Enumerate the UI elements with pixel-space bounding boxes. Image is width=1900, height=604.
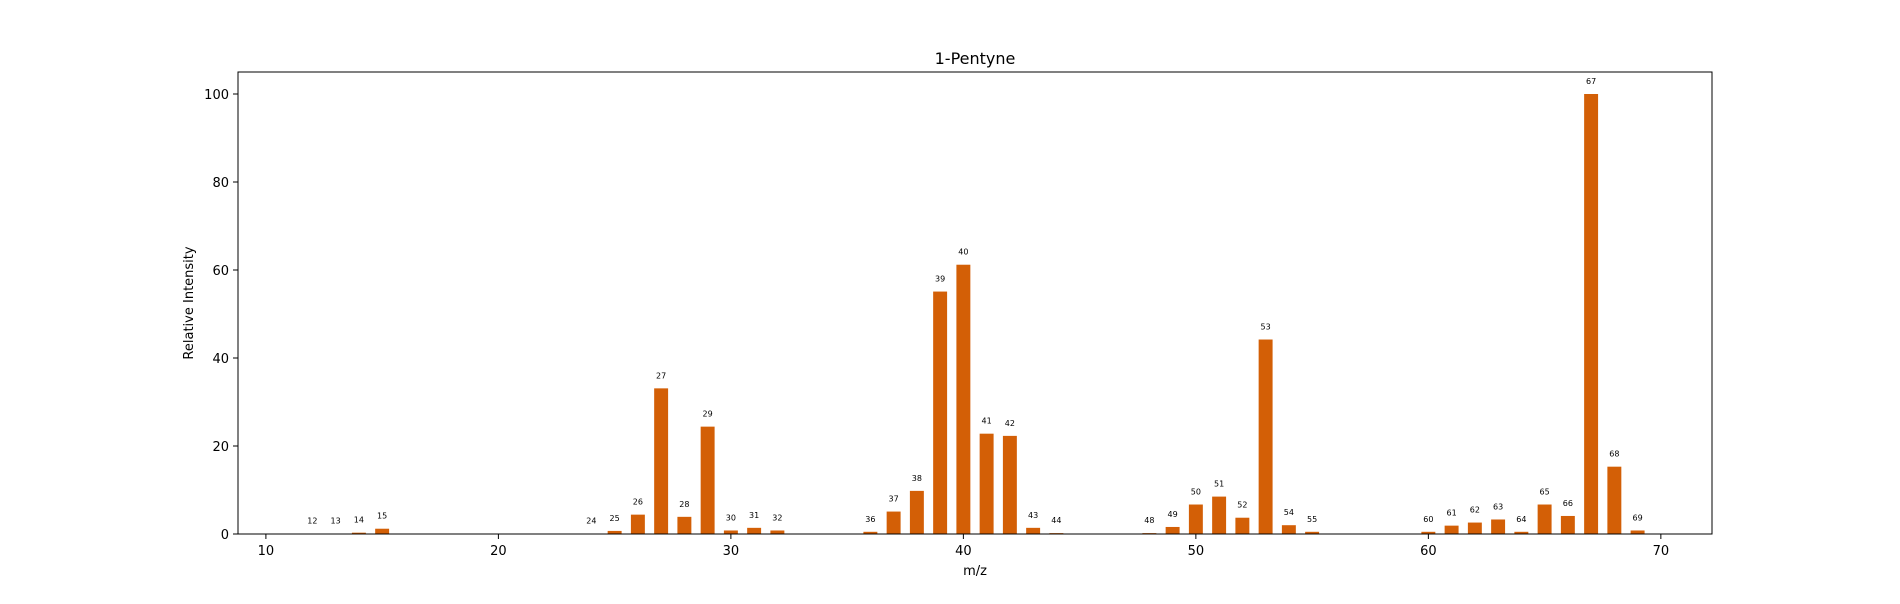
bar-mz-27 [654,388,668,534]
x-tick-label: 10 [258,544,275,559]
bar-label-50: 50 [1191,488,1201,497]
bar-label-43: 43 [1028,511,1038,520]
x-axis-label: m/z [963,564,987,579]
x-axis-ticks: 10 20 30 40 50 60 70 [258,534,1669,559]
bar-label-68: 68 [1609,450,1619,459]
x-tick-label: 50 [1188,544,1205,559]
bar-mz-42 [1003,436,1017,534]
bar-mz-28 [677,517,691,534]
bar-mz-39 [933,292,947,534]
bar-mz-67 [1584,94,1598,534]
bar-label-62: 62 [1470,506,1480,515]
bar-label-30: 30 [726,513,736,522]
bar-mz-26 [631,515,645,534]
bar-label-36: 36 [865,515,875,524]
bar-label-53: 53 [1261,323,1271,332]
bar-mz-31 [747,528,761,534]
bar-labels-layer: 12 13 14 15 24 25 26 27 28 29 30 31 32 36 37 38 39 40 41 42… [307,77,1642,526]
bar-mz-43 [1026,528,1040,534]
bar-mz-51 [1212,497,1226,534]
bar-label-12: 12 [307,517,317,526]
y-tick-label: 100 [204,88,229,103]
y-axis-label: Relative Intensity [182,246,197,359]
bar-mz-38 [910,491,924,534]
bar-mz-40 [956,265,970,534]
bar-label-63: 63 [1493,502,1503,511]
bar-label-55: 55 [1307,515,1317,524]
x-tick-label: 20 [490,544,507,559]
bar-label-32: 32 [772,513,782,522]
bar-label-40: 40 [958,248,968,257]
bar-label-51: 51 [1214,480,1224,489]
bar-label-67: 67 [1586,77,1596,86]
bar-label-42: 42 [1005,419,1015,428]
x-tick-label: 60 [1420,544,1437,559]
bar-label-61: 61 [1447,509,1457,518]
bar-label-15: 15 [377,512,387,521]
bar-mz-69 [1631,530,1645,534]
bar-mz-68 [1607,467,1621,534]
bar-label-69: 69 [1633,513,1643,522]
bar-label-13: 13 [331,517,341,526]
bar-label-41: 41 [982,417,992,426]
y-axis-ticks: 0 20 40 60 80 100 [204,88,238,543]
bar-label-24: 24 [586,517,596,526]
bar-label-65: 65 [1540,488,1550,497]
y-tick-label: 40 [212,352,229,367]
bar-mz-62 [1468,523,1482,534]
y-tick-label: 0 [221,528,229,543]
bars-layer [305,94,1644,534]
bar-label-27: 27 [656,371,666,380]
bar-label-39: 39 [935,275,945,284]
bar-label-29: 29 [703,410,713,419]
bar-label-52: 52 [1237,501,1247,510]
bar-label-54: 54 [1284,508,1294,517]
y-tick-label: 60 [212,264,229,279]
plot-frame [238,72,1712,534]
bar-mz-50 [1189,505,1203,534]
bar-label-25: 25 [610,514,620,523]
bar-label-26: 26 [633,498,643,507]
y-tick-label: 20 [212,440,229,455]
bar-label-48: 48 [1144,516,1154,525]
bar-mz-41 [980,434,994,534]
x-tick-label: 40 [955,544,972,559]
bar-mz-54 [1282,525,1296,534]
bar-mz-15 [375,529,389,534]
bar-mz-29 [701,427,715,534]
bar-mz-53 [1259,340,1273,534]
bar-mz-63 [1491,519,1505,534]
y-tick-label: 80 [212,176,229,191]
x-tick-label: 30 [723,544,740,559]
chart-title: 1-Pentyne [935,49,1016,68]
bar-mz-49 [1166,527,1180,534]
bar-mz-37 [887,512,901,534]
bar-mz-32 [770,530,784,534]
bar-mz-66 [1561,516,1575,534]
bar-mz-52 [1235,518,1249,534]
bar-label-37: 37 [889,495,899,504]
bar-label-31: 31 [749,511,759,520]
bar-label-28: 28 [679,500,689,509]
bar-mz-65 [1538,505,1552,534]
bar-label-66: 66 [1563,499,1573,508]
bar-label-38: 38 [912,474,922,483]
bar-mz-30 [724,530,738,534]
x-tick-label: 70 [1653,544,1670,559]
bar-label-14: 14 [354,516,364,525]
bar-mz-61 [1445,526,1459,534]
bar-label-64: 64 [1516,515,1526,524]
bar-label-60: 60 [1423,515,1433,524]
bar-label-44: 44 [1051,516,1061,525]
bar-label-49: 49 [1168,510,1178,519]
